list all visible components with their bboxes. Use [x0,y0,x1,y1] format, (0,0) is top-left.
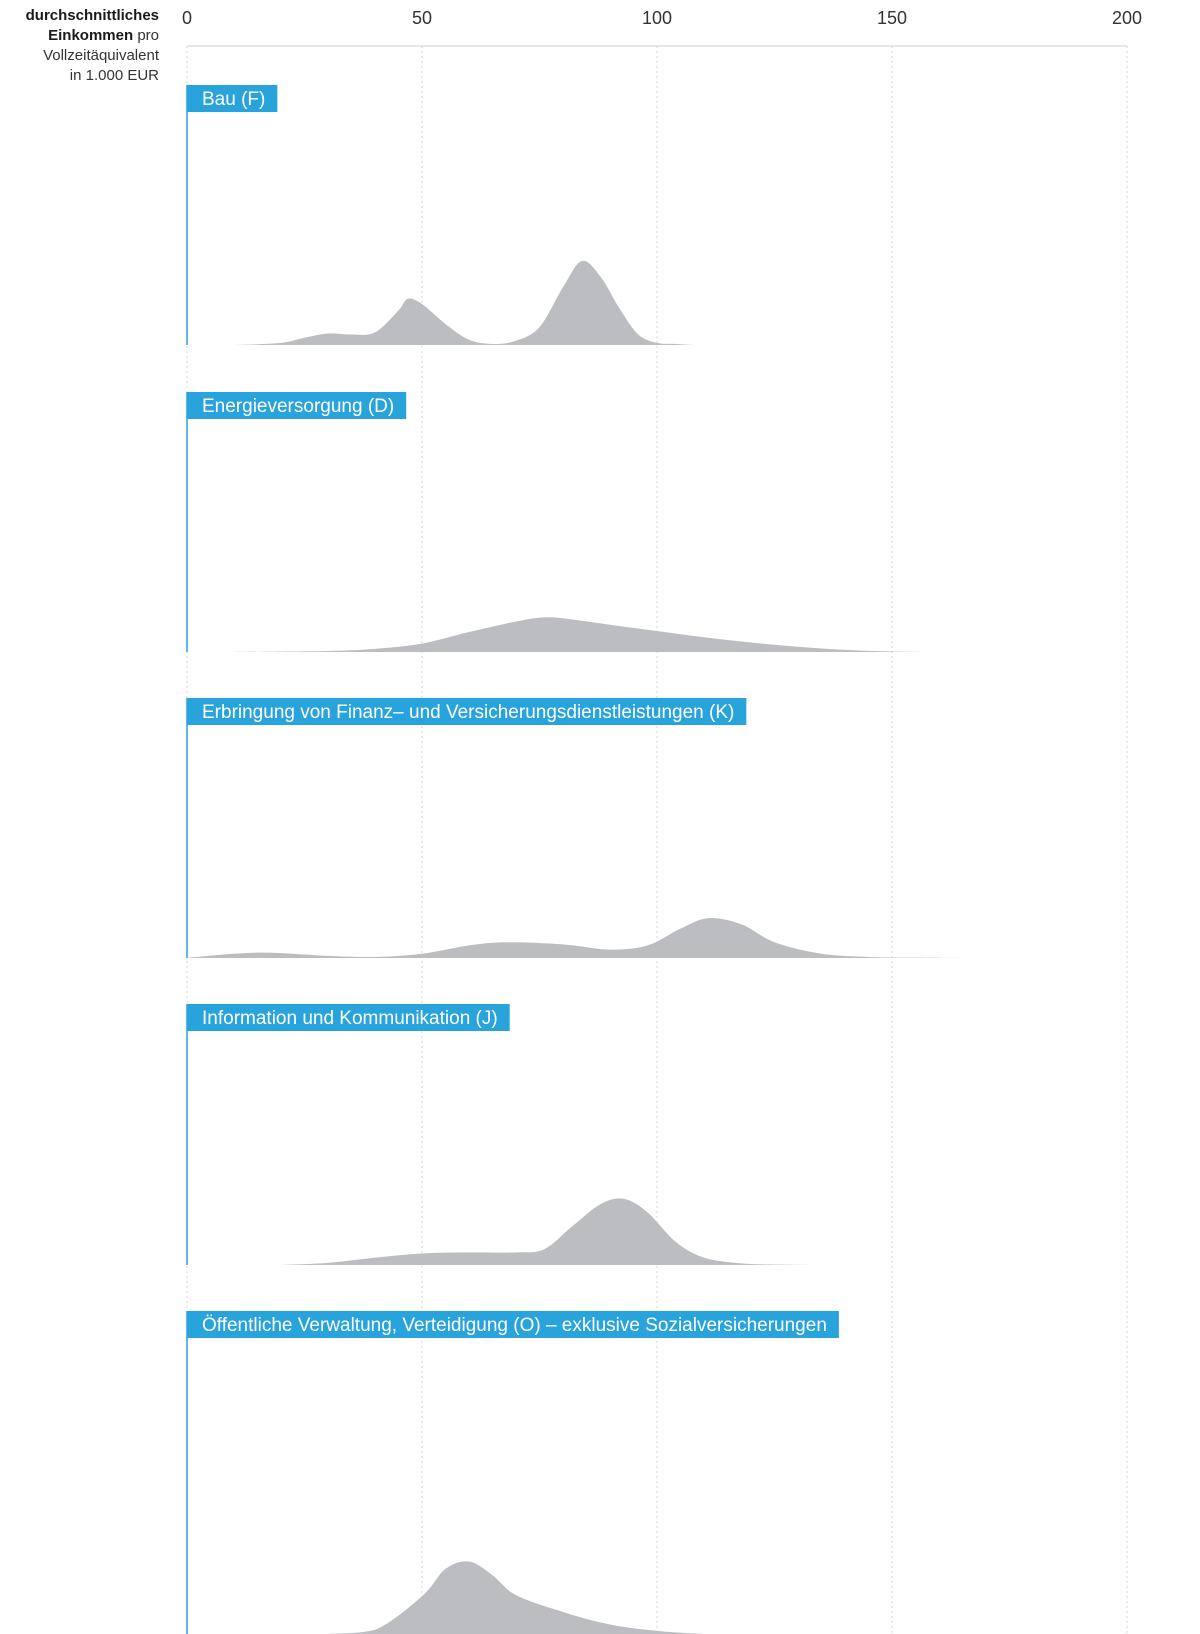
panel-3: Erbringung von Finanz– und Versicherungs… [186,698,963,958]
x-tick-label: 200 [1112,8,1142,28]
axis-caption-line-3: Vollzeitäquivalent [43,47,159,64]
density-area [234,260,695,345]
panel-1: Bau (F) [186,85,695,345]
x-tick-label: 50 [412,8,432,28]
panel-title-background [187,698,747,725]
density-area [234,617,930,652]
density-area [328,1561,704,1634]
panel-title-background [187,85,278,112]
x-tick-label: 0 [182,8,192,28]
x-tick-label: 150 [877,8,907,28]
axis-caption-bold-2: Einkommen [48,27,134,44]
panel-5: Öffentliche Verwaltung, Verteidigung (O)… [186,1311,839,1634]
x-axis: 0 50 100 150 200 [182,8,1142,47]
panel-4: Information und Kommunikation (J) [186,1004,808,1265]
panel-title: Öffentliche Verwaltung, Verteidigung (O)… [202,1315,827,1336]
panel-title: Information und Kommunikation (J) [202,1008,498,1029]
axis-caption-rest-2: pro [137,27,159,44]
panel-title-background [187,1311,839,1338]
panel-2: Energieversorgung (D) [186,392,930,652]
panel-title: Energieversorgung (D) [202,396,394,417]
panels: Bau (F) Energieversorgung (D) Erbringung v… [186,85,963,1634]
density-area [187,917,963,958]
x-axis-caption: durchschnittliches Einkommen pro Vollzei… [0,6,159,86]
panel-title: Erbringung von Finanz– und Versicherungs… [202,702,734,723]
density-area [281,1198,808,1265]
panel-title-background [187,392,407,419]
grid-layer [186,46,1128,1634]
axis-caption-bold-1: durchschnittliches [25,7,159,24]
panel-title: Bau (F) [202,89,265,110]
panel-title-background [187,1004,510,1031]
x-tick-label: 100 [642,8,672,28]
axis-caption-line-4: in 1.000 EUR [69,67,159,84]
